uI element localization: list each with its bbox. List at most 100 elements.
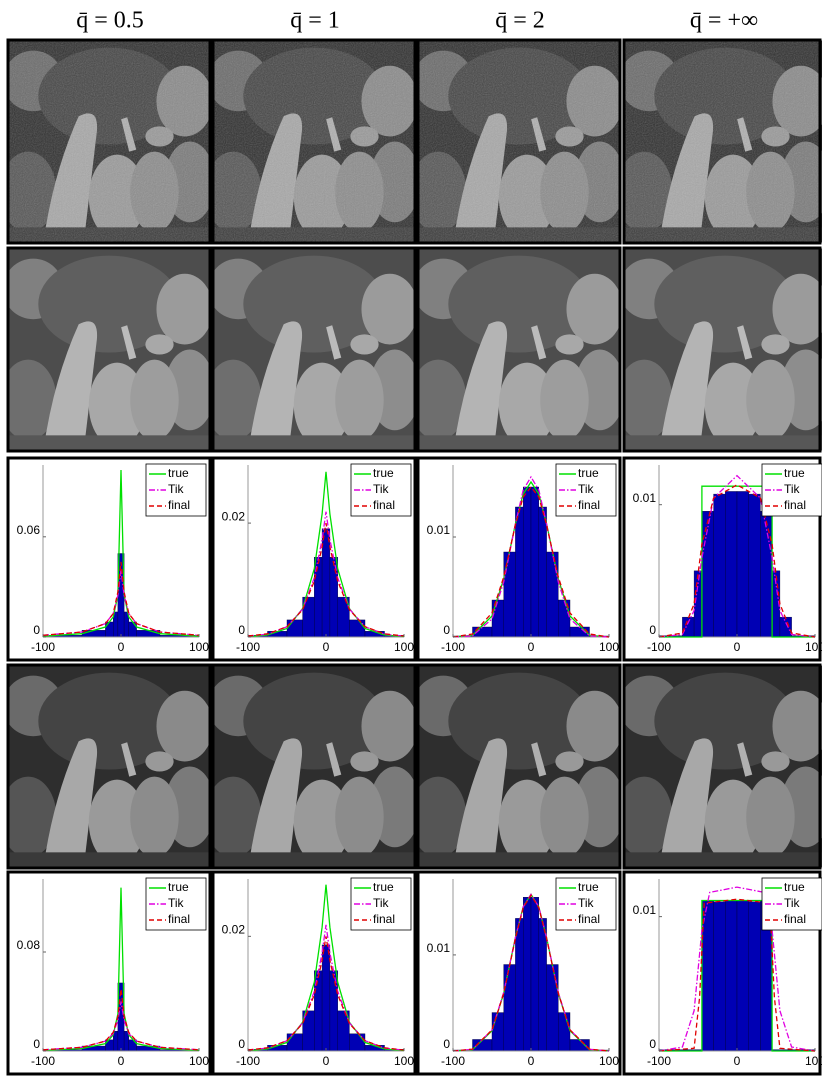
histogram-bar	[286, 1033, 303, 1052]
histogram-bar	[530, 897, 539, 1052]
x-tick-label: -100	[647, 1054, 671, 1068]
y-tick-label: 0	[238, 623, 245, 637]
legend-box	[145, 877, 207, 931]
histogram-bar	[538, 918, 547, 1052]
y-tick-label: 0	[649, 1037, 656, 1051]
panel-border	[416, 38, 622, 245]
legend-label: Tik	[373, 482, 390, 496]
x-tick-label: 0	[323, 1054, 330, 1068]
density-line	[452, 894, 610, 1052]
legend-box	[145, 463, 207, 517]
histogram-bar	[105, 621, 114, 638]
legend-label: true	[373, 880, 394, 894]
legend-label: Tik	[784, 896, 801, 910]
density-line	[658, 484, 816, 638]
panel-border	[211, 246, 417, 453]
legend-label: final	[168, 498, 190, 512]
panel-border	[622, 38, 822, 245]
density-line	[42, 1001, 200, 1051]
legend-box	[350, 877, 412, 931]
density-line	[452, 475, 610, 638]
x-tick-label: -100	[441, 1054, 465, 1068]
x-tick-label: 0	[528, 1054, 535, 1068]
x-tick-label: 100	[599, 640, 619, 654]
legend-box	[555, 463, 617, 517]
x-tick-label: 100	[394, 1054, 414, 1068]
density-line	[659, 899, 815, 1052]
histogram-bar	[713, 493, 726, 638]
legend-label: true	[784, 880, 805, 894]
column-title: q̄ = 2	[495, 8, 545, 34]
y-tick-label: 0	[33, 623, 40, 637]
x-tick-label: 0	[118, 1054, 125, 1068]
legend-label: final	[784, 498, 806, 512]
density-line	[247, 471, 405, 638]
density-line	[247, 884, 405, 1052]
y-tick-label: 0.01	[633, 491, 657, 505]
x-tick-label: 0	[734, 1054, 741, 1068]
y-tick-label: 0	[649, 623, 656, 637]
x-tick-label: 0	[118, 640, 125, 654]
y-tick-label: 0.08	[17, 938, 41, 952]
image	[624, 665, 822, 868]
y-tick-label: 0	[33, 1037, 40, 1051]
x-tick-label: 0	[323, 640, 330, 654]
histogram-bar	[569, 1039, 590, 1052]
noise-overlay	[8, 40, 210, 243]
image	[8, 665, 210, 868]
column-title: q̄ = +∞	[690, 8, 758, 34]
legend-label: true	[578, 466, 599, 480]
histogram-bar	[349, 1033, 366, 1052]
y-tick-label: 0.01	[427, 523, 451, 537]
legend-label: final	[168, 912, 190, 926]
legend-label: final	[373, 498, 395, 512]
legend-box	[555, 877, 617, 931]
noise-overlay	[624, 40, 820, 243]
density-line	[658, 886, 816, 1052]
panel-border	[211, 38, 417, 245]
histogram-bar	[472, 1039, 493, 1052]
histogram-bar	[558, 1012, 571, 1052]
panel-border	[416, 663, 622, 870]
histogram-bar	[128, 621, 137, 638]
legend-label: true	[784, 466, 805, 480]
histogram-bar	[286, 619, 303, 638]
density-line	[42, 469, 200, 637]
legend-label: true	[373, 466, 394, 480]
panel-border	[6, 663, 212, 870]
histogram-bar	[523, 897, 532, 1052]
histogram-bar	[736, 900, 749, 1052]
y-tick-label: 0	[443, 623, 450, 637]
y-tick-label: 0.02	[222, 923, 246, 937]
legend-label: Tik	[168, 482, 185, 496]
legend-label: true	[168, 880, 189, 894]
histogram-bar	[321, 528, 331, 638]
noise-overlay	[418, 40, 620, 243]
histogram-bar	[515, 918, 524, 1052]
x-tick-label: 100	[189, 1054, 209, 1068]
histogram-bar	[349, 619, 366, 638]
x-tick-label: -100	[441, 640, 465, 654]
density-line	[247, 522, 405, 637]
column-title: q̄ = 0.5	[76, 8, 144, 34]
legend-label: Tik	[784, 482, 801, 496]
histogram-bar	[538, 506, 547, 638]
x-tick-label: 100	[805, 1054, 822, 1068]
image	[213, 665, 415, 868]
x-tick-label: -100	[236, 1054, 260, 1068]
y-tick-label: 0.02	[222, 509, 246, 523]
histogram-bar	[523, 486, 532, 638]
legend-label: true	[578, 880, 599, 894]
column-title: q̄ = 1	[290, 8, 340, 34]
noise-overlay	[213, 40, 415, 243]
x-tick-label: 100	[394, 640, 414, 654]
histogram-bar	[503, 551, 516, 638]
x-tick-label: 100	[599, 1054, 619, 1068]
y-tick-label: 0.01	[427, 941, 451, 955]
panel-border	[622, 246, 822, 453]
histogram-bar	[491, 1012, 504, 1052]
image	[624, 248, 822, 451]
x-tick-label: -100	[236, 640, 260, 654]
y-tick-label: 0	[443, 1037, 450, 1051]
legend-label: final	[578, 912, 600, 926]
